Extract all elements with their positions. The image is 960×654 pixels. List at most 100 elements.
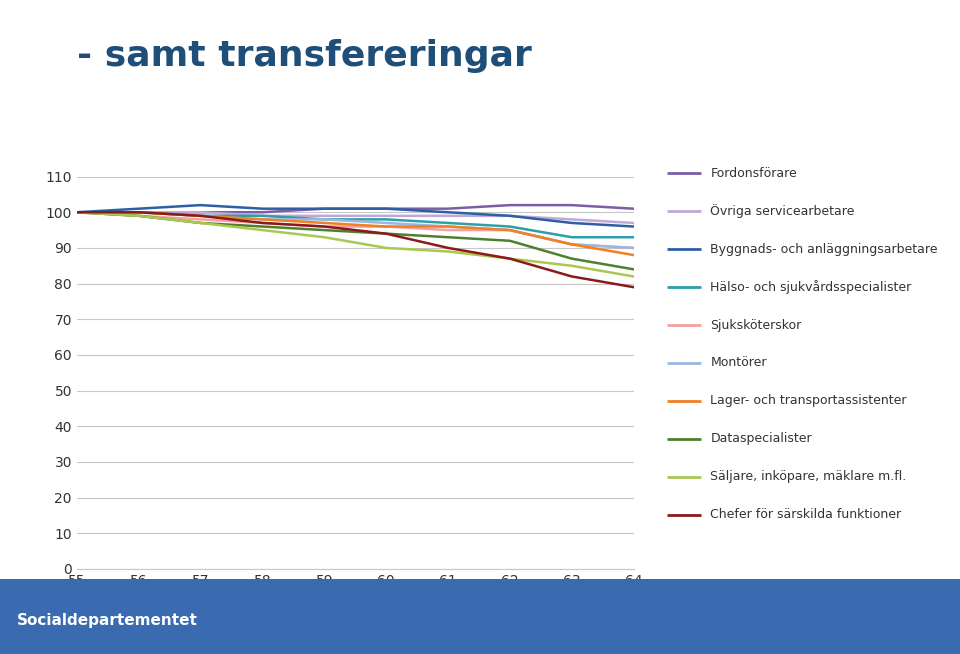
Bar xyxy=(134,579,137,654)
Bar xyxy=(950,579,953,654)
Bar xyxy=(732,579,736,654)
Bar xyxy=(269,579,272,654)
Bar xyxy=(106,579,108,654)
Bar xyxy=(36,579,38,654)
Bar xyxy=(752,579,756,654)
Bar xyxy=(576,579,579,654)
Bar xyxy=(586,579,588,654)
Bar xyxy=(391,579,394,654)
Bar xyxy=(612,579,614,654)
Bar xyxy=(804,579,806,654)
Bar xyxy=(569,579,573,654)
Bar xyxy=(492,579,496,654)
Text: Chefer för särskilda funktioner: Chefer för särskilda funktioner xyxy=(710,508,901,521)
Bar xyxy=(579,579,583,654)
Bar xyxy=(487,579,490,654)
Bar xyxy=(7,579,10,654)
Bar xyxy=(643,579,646,654)
Bar xyxy=(41,579,45,654)
Bar xyxy=(425,579,429,654)
Bar xyxy=(713,579,717,654)
Bar xyxy=(400,579,403,654)
Bar xyxy=(688,579,691,654)
Bar xyxy=(324,579,326,654)
Bar xyxy=(727,579,730,654)
Bar xyxy=(291,579,295,654)
Text: Fordonsförare: Fordonsförare xyxy=(710,167,797,180)
Bar xyxy=(458,579,461,654)
Bar xyxy=(758,579,761,654)
Bar xyxy=(19,579,22,654)
Bar xyxy=(605,579,608,654)
Bar xyxy=(650,579,653,654)
Bar xyxy=(768,579,771,654)
Bar xyxy=(473,579,477,654)
Bar xyxy=(304,579,307,654)
Bar xyxy=(819,579,823,654)
Bar xyxy=(352,579,355,654)
Bar xyxy=(560,579,564,654)
Bar xyxy=(173,579,176,654)
Bar xyxy=(166,579,170,654)
Bar xyxy=(880,579,883,654)
Bar xyxy=(784,579,787,654)
Bar xyxy=(669,579,672,654)
Bar xyxy=(845,579,848,654)
Bar xyxy=(141,579,144,654)
Bar xyxy=(535,579,538,654)
Bar xyxy=(665,579,669,654)
Bar xyxy=(259,579,262,654)
Bar xyxy=(521,579,525,654)
Bar xyxy=(185,579,189,654)
Bar xyxy=(890,579,893,654)
Bar xyxy=(170,579,173,654)
Bar xyxy=(96,579,99,654)
Bar xyxy=(800,579,804,654)
Text: Byggnads- och anläggningsarbetare: Byggnads- och anläggningsarbetare xyxy=(710,243,938,256)
Bar xyxy=(835,579,838,654)
Bar xyxy=(22,579,26,654)
Bar xyxy=(787,579,790,654)
Bar xyxy=(230,579,233,654)
Bar xyxy=(115,579,118,654)
Bar xyxy=(550,579,554,654)
Bar xyxy=(420,579,422,654)
Bar xyxy=(682,579,684,654)
Bar xyxy=(122,579,125,654)
Bar xyxy=(704,579,708,654)
Bar xyxy=(362,579,365,654)
Bar xyxy=(598,579,602,654)
Bar xyxy=(461,579,464,654)
Bar xyxy=(336,579,339,654)
Bar xyxy=(355,579,358,654)
Bar xyxy=(518,579,521,654)
Bar xyxy=(396,579,400,654)
Bar xyxy=(442,579,444,654)
Bar xyxy=(698,579,701,654)
Bar xyxy=(554,579,557,654)
Bar xyxy=(84,579,86,654)
Bar xyxy=(416,579,420,654)
Bar xyxy=(512,579,516,654)
Bar xyxy=(948,579,950,654)
Bar xyxy=(602,579,605,654)
Bar xyxy=(790,579,794,654)
Bar xyxy=(775,579,778,654)
Bar xyxy=(739,579,742,654)
Bar xyxy=(387,579,391,654)
Bar xyxy=(276,579,278,654)
Bar xyxy=(742,579,746,654)
Bar xyxy=(329,579,333,654)
Bar xyxy=(211,579,214,654)
Bar xyxy=(12,579,16,654)
Bar xyxy=(646,579,650,654)
Bar xyxy=(468,579,470,654)
Bar xyxy=(137,579,141,654)
Bar xyxy=(103,579,106,654)
Bar xyxy=(583,579,586,654)
Bar xyxy=(394,579,396,654)
Bar xyxy=(627,579,631,654)
Bar xyxy=(876,579,880,654)
Bar xyxy=(368,579,372,654)
Bar xyxy=(794,579,797,654)
